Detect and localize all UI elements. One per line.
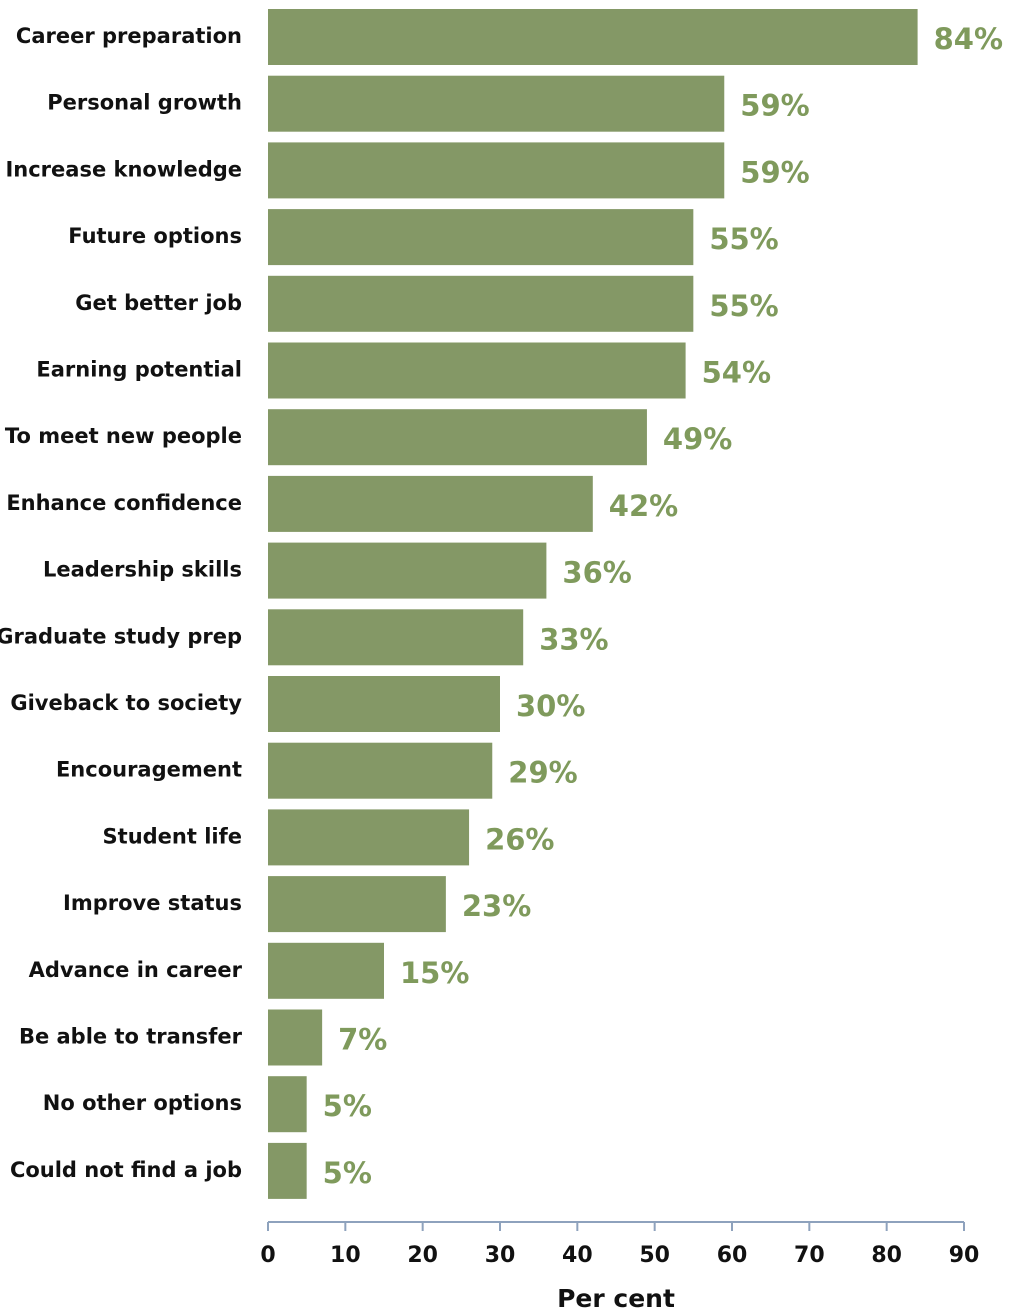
value-label: 42% xyxy=(609,489,678,523)
bar xyxy=(268,876,446,933)
y-tick-label: Increase knowledge xyxy=(5,157,242,181)
y-tick-label: To meet new people xyxy=(5,424,242,448)
value-label: 55% xyxy=(709,222,778,256)
value-label: 23% xyxy=(462,889,531,923)
bar xyxy=(268,409,647,466)
y-tick-label: Graduate study prep xyxy=(0,624,242,648)
bar xyxy=(268,609,524,666)
bar xyxy=(268,75,725,132)
x-tick-label: 70 xyxy=(794,1243,825,1268)
y-tick-label: Be able to transfer xyxy=(19,1025,243,1049)
y-tick-label: Could not find a job xyxy=(10,1158,242,1182)
bar xyxy=(268,142,725,199)
y-tick-label: Giveback to society xyxy=(10,691,242,715)
x-tick-label: 10 xyxy=(330,1243,361,1268)
y-tick-label: Personal growth xyxy=(47,91,242,115)
y-tick-label: Leadership skills xyxy=(43,558,242,582)
value-label: 59% xyxy=(740,89,809,123)
bar xyxy=(268,275,694,332)
y-tick-label: Improve status xyxy=(63,891,242,915)
value-label: 15% xyxy=(400,956,469,990)
bar xyxy=(268,342,686,399)
bar xyxy=(268,1009,323,1066)
x-tick-label: 60 xyxy=(717,1243,748,1268)
value-label: 84% xyxy=(934,22,1003,56)
y-tick-label: Earning potential xyxy=(36,358,242,382)
x-tick-label: 30 xyxy=(485,1243,516,1268)
x-tick-label: 40 xyxy=(562,1243,593,1268)
y-tick-label: No other options xyxy=(43,1091,242,1115)
y-tick-label: Career preparation xyxy=(16,24,242,48)
y-tick-label: Future options xyxy=(68,224,242,248)
bar xyxy=(268,809,470,866)
value-label: 49% xyxy=(663,422,732,456)
value-label: 30% xyxy=(516,689,585,723)
bar xyxy=(268,209,694,266)
x-tick-label: 80 xyxy=(871,1243,902,1268)
bar xyxy=(268,676,500,732)
x-tick-label: 90 xyxy=(949,1243,980,1268)
x-tick-label: 0 xyxy=(260,1243,275,1268)
value-label: 5% xyxy=(323,1156,372,1190)
y-tick-label: Student life xyxy=(103,824,242,848)
bar xyxy=(268,1142,307,1199)
bar xyxy=(268,542,547,599)
value-label: 33% xyxy=(539,622,608,656)
x-tick-label: 20 xyxy=(407,1243,438,1268)
value-label: 54% xyxy=(702,356,771,390)
y-tick-label: Encouragement xyxy=(56,758,242,782)
x-axis-title: Per cent xyxy=(557,1284,675,1313)
value-label: 29% xyxy=(508,756,577,790)
value-label: 59% xyxy=(740,155,809,189)
y-tick-label: Enhance confidence xyxy=(6,491,242,515)
value-label: 5% xyxy=(323,1089,372,1123)
bar xyxy=(268,9,918,65)
bar xyxy=(268,942,384,999)
bar xyxy=(268,475,593,532)
y-tick-label: Advance in career xyxy=(29,958,243,982)
value-label: 26% xyxy=(485,822,554,856)
value-label: 36% xyxy=(562,556,631,590)
x-tick-label: 50 xyxy=(639,1243,670,1268)
bar xyxy=(268,742,493,799)
y-tick-label: Get better job xyxy=(75,291,242,315)
bar xyxy=(268,1076,307,1133)
value-label: 55% xyxy=(709,289,778,323)
value-label: 7% xyxy=(338,1023,387,1057)
